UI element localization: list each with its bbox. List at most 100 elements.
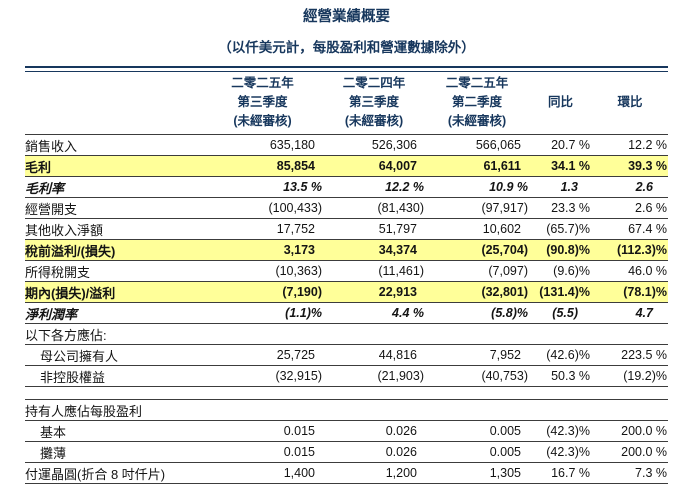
cell: 7.3 % bbox=[635, 466, 667, 480]
column-header-line bbox=[529, 74, 592, 93]
cell: 39.3 % bbox=[628, 159, 667, 173]
cell: (131.4)% bbox=[539, 285, 590, 299]
cell: 85,854 bbox=[276, 159, 315, 173]
column-header-line bbox=[592, 74, 668, 93]
cell: 34.1 % bbox=[551, 159, 590, 173]
table-row: 基本 0.015 0.026 0.005 (42.3)% 200.0 % bbox=[25, 421, 668, 442]
column-header-line: 二零二五年 bbox=[231, 76, 294, 90]
cell: 635,180 bbox=[269, 138, 315, 152]
table-row: 經營開支 (100,433) (81,430) (97,917) 23.3 % 2.6 % bbox=[25, 198, 668, 219]
cell: 50.3 % bbox=[551, 369, 590, 383]
cell: 526,306 bbox=[371, 138, 417, 152]
cell: (65.7)% bbox=[546, 222, 590, 236]
cell: 25,725 bbox=[276, 348, 315, 362]
cell: (21,903) bbox=[377, 369, 424, 383]
row-label: 攤薄 bbox=[40, 445, 67, 461]
cell: 200.0 % bbox=[621, 424, 667, 438]
cell: (32,801) bbox=[481, 285, 528, 299]
column-header: 二零二五年 第二季度 (未經審核) bbox=[425, 74, 529, 131]
cell: (1.1)% bbox=[285, 306, 322, 320]
cell: 1,400 bbox=[283, 466, 315, 480]
cell: 51,797 bbox=[378, 222, 417, 236]
cell: 2.6 % bbox=[635, 201, 667, 215]
cell: (5.5) bbox=[552, 306, 578, 320]
table-row: 期內(損失)/溢利 (7,190) 22,913 (32,801) (131.4)% (7… bbox=[25, 282, 668, 303]
cell: (78.1)% bbox=[623, 285, 667, 299]
table-row bbox=[25, 387, 668, 400]
table-row: 以下各方應佔: bbox=[25, 324, 668, 345]
cell: 0.026 bbox=[385, 445, 417, 459]
cell: 12.2 % bbox=[385, 180, 424, 194]
cell: 2.6 bbox=[635, 180, 653, 194]
cell: (19.2)% bbox=[623, 369, 667, 383]
row-label: 稅前溢利/(損失) bbox=[25, 243, 116, 259]
cell: (11,461) bbox=[378, 264, 424, 278]
row-label: 經營開支 bbox=[25, 201, 78, 217]
cell: 23.3 % bbox=[551, 201, 590, 215]
cell: (7,190) bbox=[282, 285, 322, 299]
row-label: 淨利潤率 bbox=[25, 306, 78, 322]
cell: 44,816 bbox=[378, 348, 417, 362]
table-row: 所得稅開支 (10,363) (11,461) (7,097) (9.6)% 46.0 % bbox=[25, 261, 668, 282]
table-top-double-rule bbox=[25, 66, 668, 72]
column-header: 同比 bbox=[529, 74, 592, 131]
column-header-line: 同比 bbox=[547, 95, 573, 109]
row-label: 以下各方應佔: bbox=[25, 327, 107, 343]
cell: (81,430) bbox=[377, 201, 424, 215]
cell: 0.005 bbox=[489, 445, 521, 459]
table-row: 銷售收入 635,180 526,306 566,065 20.7 % 12.2 % bbox=[25, 135, 668, 156]
column-header-line: 第三季度 bbox=[237, 95, 288, 109]
cell: (9.6)% bbox=[553, 264, 590, 278]
column-header-line: 二零二五年 bbox=[445, 76, 509, 90]
cell: 7,952 bbox=[489, 348, 521, 362]
row-label: 所得稅開支 bbox=[25, 264, 91, 280]
cell: (100,433) bbox=[268, 201, 322, 215]
cell: 0.026 bbox=[385, 424, 417, 438]
cell: 34,374 bbox=[378, 243, 417, 257]
cell: (42.3)% bbox=[546, 424, 590, 438]
row-label: 其他收入淨額 bbox=[25, 222, 104, 238]
cell: 64,007 bbox=[378, 159, 417, 173]
cell: (32,915) bbox=[275, 369, 322, 383]
cell: 1,305 bbox=[489, 466, 521, 480]
cell: 3,173 bbox=[283, 243, 315, 257]
cell: 67.4 % bbox=[628, 222, 667, 236]
table-header-row: 二零二五年第三季度 (未經審核) 二零二四年 第三季度 (未經審核) 二零二五年 第二季度 (… bbox=[25, 72, 668, 135]
cell: (7,097) bbox=[488, 264, 528, 278]
cell: (10,363) bbox=[275, 264, 322, 278]
column-header: 二零二四年 第三季度 (未經審核) bbox=[323, 74, 425, 131]
cell: 0.015 bbox=[283, 445, 315, 459]
cell: 46.0 % bbox=[628, 264, 667, 278]
table-row: 非控股權益 (32,915) (21,903) (40,753) 50.3 % (19.2… bbox=[25, 366, 668, 387]
header-label-spacer bbox=[25, 74, 202, 131]
row-label: 母公司擁有人 bbox=[40, 348, 119, 364]
column-header-line: (未經審核) bbox=[233, 114, 292, 128]
row-label: 持有人應佔每股盈利 bbox=[25, 403, 143, 419]
table-row: 母公司擁有人 25,725 44,816 7,952 (42.6)% 223.5 % bbox=[25, 345, 668, 366]
row-label: 毛利 bbox=[25, 159, 52, 175]
row-label: 銷售收入 bbox=[25, 138, 78, 154]
column-header-line: 第三季度 bbox=[348, 95, 399, 109]
cell: 13.5 % bbox=[283, 180, 322, 194]
cell: 17,752 bbox=[276, 222, 315, 236]
cell: 10,602 bbox=[482, 222, 521, 236]
results-table: 二零二五年第三季度 (未經審核) 二零二四年 第三季度 (未經審核) 二零二五年 第二季度 (… bbox=[25, 66, 668, 484]
cell: (42.3)% bbox=[546, 445, 590, 459]
cell: 10.9 % bbox=[489, 180, 528, 194]
cell: 1.3 bbox=[560, 180, 578, 194]
table-row: 毛利率 13.5 % 12.2 % 10.9 % 1.3 2.6 bbox=[25, 177, 668, 198]
page-subtitle: （以仟美元計，每股盈利和營運數據除外） bbox=[218, 40, 475, 55]
cell: (97,917) bbox=[481, 201, 528, 215]
table-row: 付運晶圓(折合 8 吋仟片) 1,400 1,200 1,305 16.7 % 7.3 % bbox=[25, 463, 668, 484]
cell: (25,704) bbox=[481, 243, 528, 257]
table-row: 持有人應佔每股盈利 bbox=[25, 400, 668, 421]
cell: 4.4 % bbox=[392, 306, 424, 320]
column-header-line: 環比 bbox=[617, 95, 643, 109]
table-row: 其他收入淨額 17,752 51,797 10,602 (65.7)% 67.4 % bbox=[25, 219, 668, 240]
row-label: 期內(損失)/溢利 bbox=[25, 285, 116, 301]
column-header-line: (未經審核) bbox=[447, 114, 507, 128]
table-row: 毛利 85,854 64,007 61,611 34.1 % 39.3 % bbox=[25, 156, 668, 177]
cell: 20.7 % bbox=[551, 138, 590, 152]
row-label: 付運晶圓(折合 8 吋仟片) bbox=[25, 466, 166, 482]
